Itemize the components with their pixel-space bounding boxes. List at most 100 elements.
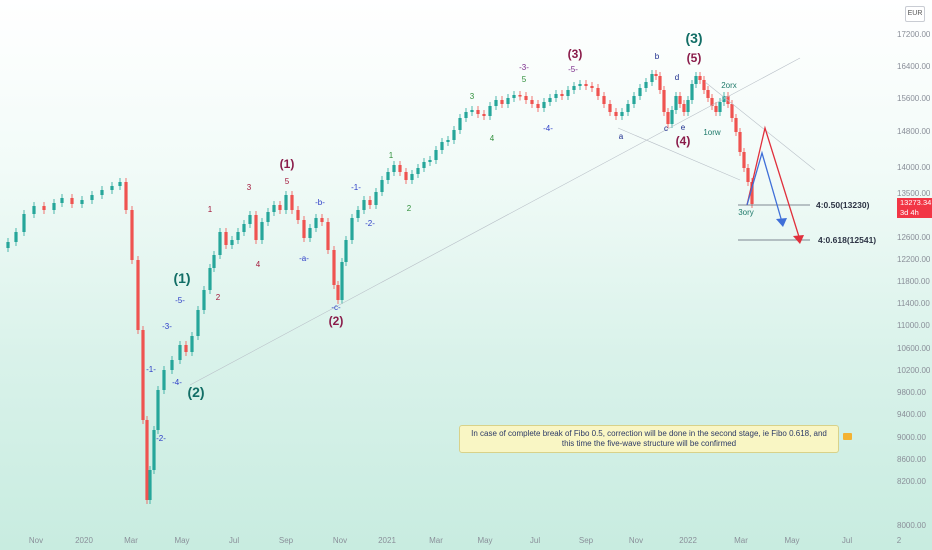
candle-body [332,250,336,285]
fib-level-label: 4:0.618(12541) [818,235,876,245]
candle-body [190,336,194,352]
candle-body [272,205,276,212]
candle-body [314,218,318,228]
candle-body [530,100,534,104]
candle-body [572,86,576,90]
wave-label: -3- [162,322,172,331]
candle-body [638,88,642,96]
candle-body [512,95,516,98]
candle-body [686,100,690,112]
candle-body [326,222,330,250]
candle-body [302,220,306,238]
candle-body [284,195,288,210]
wave-label: -2- [365,219,375,228]
wave-label: a [619,132,624,141]
wave-label: (2) [329,314,344,328]
wave-label: 2orx [721,81,737,90]
candle-body [212,255,216,268]
candle-body [536,104,540,108]
candle-body [218,232,222,255]
candle-body [320,218,324,222]
candle-body [278,205,282,210]
wave-label: -5- [568,65,578,74]
annotation-note[interactable]: In case of complete break of Fibo 0.5, c… [459,425,839,453]
wave-label: b [655,52,660,61]
y-tick-label: 17200.00 [897,30,931,39]
y-tick-label: 9800.00 [897,388,926,397]
candle-body [446,140,450,142]
candle-body [726,96,730,104]
candle-body [196,310,200,336]
candle-body [32,206,36,214]
wave-label: e [681,123,686,132]
wave-label: 3 [470,92,475,101]
candle-body [52,203,56,210]
y-tick-label: 9000.00 [897,433,926,442]
candle-body [224,232,228,245]
candle-body [670,110,674,124]
wave-label: 3 [247,183,252,192]
candle-body [184,345,188,352]
candle-body [236,232,240,240]
candle-body [690,84,694,100]
wave-label: -c- [331,303,341,312]
candle-body [714,106,718,112]
wave-label: 2 [216,293,221,302]
y-tick-label: 14000.00 [897,163,931,172]
x-tick-label: Mar [734,536,748,545]
candle-body [694,76,698,84]
candle-body [488,106,492,116]
x-tick-label: Nov [629,536,643,545]
candle-body [350,218,354,240]
candle-body [124,182,128,210]
candle-body [584,84,588,86]
y-tick-label: 12600.00 [897,233,931,242]
candle-body [710,98,714,106]
candle-body [682,104,686,112]
wave-label: -5- [175,296,185,305]
candle-body [356,210,360,218]
wave-label: -a- [299,254,309,263]
candle-body [548,98,552,102]
x-tick-label: Nov [29,536,43,545]
candle-body [632,96,636,104]
candle-body [392,165,396,172]
candle-body [718,102,722,112]
candle-body [614,112,618,116]
projection-red-arrowhead [793,235,804,244]
candle-body [248,215,252,224]
candle-body [22,214,26,232]
x-tick-label: May [174,536,189,545]
channel-line-lower [617,127,741,181]
candle-body [458,118,462,130]
candle-body [506,98,510,104]
candle-body [368,200,372,205]
wave-label: 5 [522,75,527,84]
wave-label: 2 [407,204,412,213]
x-tick-label: May [784,536,799,545]
candle-body [590,86,594,88]
projection-red [746,125,801,241]
candle-body [734,118,738,132]
candle-body [746,168,750,182]
projection-blue [746,150,783,223]
candle-body [380,180,384,192]
candle-body [14,232,18,242]
candle-body [566,90,570,96]
candle-body [308,228,312,238]
candle-body [152,430,156,470]
note-icon[interactable] [843,433,852,440]
candle-body [644,82,648,88]
currency-badge[interactable]: EUR [905,6,925,22]
wave-label: c [664,124,668,133]
candle-body [130,210,134,260]
x-tick-label: Jul [530,536,540,545]
wave-label: (4) [676,134,691,148]
candle-body [702,80,706,90]
y-tick-label: 11400.00 [897,299,930,308]
x-tick-label: 2020 [75,536,93,545]
candle-body [266,212,270,222]
y-tick-label: 11800.00 [897,277,930,286]
